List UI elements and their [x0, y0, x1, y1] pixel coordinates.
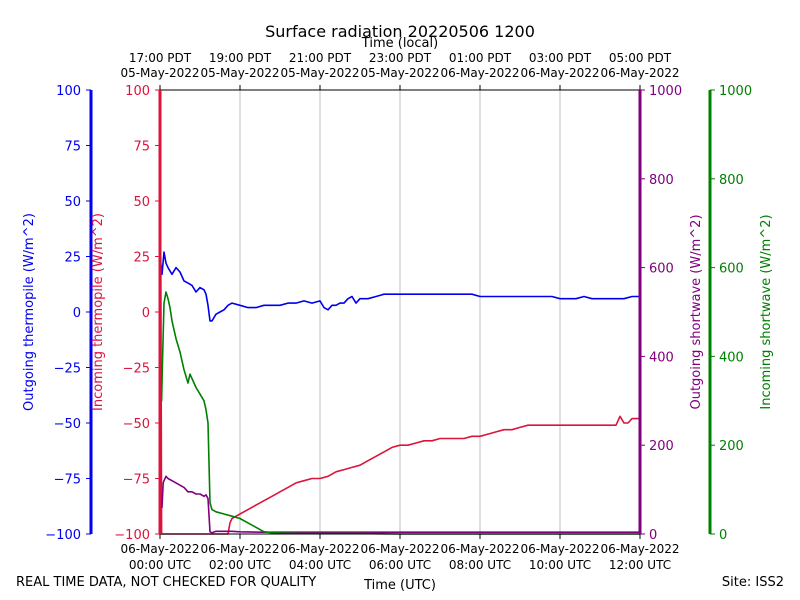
x-tick-date-label: 06-May-2022: [200, 542, 279, 556]
top-tick-date-label: 05-May-2022: [120, 66, 199, 80]
top-tick-time-label: 17:00 PDT: [129, 51, 192, 65]
y-tick-label: 0: [73, 306, 81, 321]
top-tick-date-label: 05-May-2022: [200, 66, 279, 80]
y-tick-label: 200: [719, 439, 744, 454]
x-tick-time-label: 02:00 UTC: [209, 558, 271, 572]
x-tick-date-label: 06-May-2022: [520, 542, 599, 556]
y-tick-label: −100: [45, 528, 81, 543]
y-tick-label: −75: [54, 473, 81, 488]
y-tick-label: 600: [649, 262, 674, 277]
outgoing_shortwave-axis: 0 200 400 600 800 1000 Outgoing shortwave (W/m…: [638, 84, 704, 543]
y-tick-label: 75: [133, 140, 150, 155]
x-tick-time-label: 04:00 UTC: [289, 558, 351, 572]
incoming_shortwave-axis: 0 200 400 600 800 1000 Incoming shortwave (W/m…: [708, 84, 774, 543]
x-tick-date-label: 06-May-2022: [120, 542, 199, 556]
top-tick-time-label: 19:00 PDT: [209, 51, 272, 65]
incoming_thermopile-axis-label: Incoming thermopile (W/m^2): [91, 213, 106, 411]
top-tick-date-label: 06-May-2022: [600, 66, 679, 80]
top-tick-date-label: 05-May-2022: [360, 66, 439, 80]
chart-title: Surface radiation 20220506 1200: [265, 22, 535, 41]
y-tick-label: 800: [719, 173, 744, 188]
quality-disclaimer: REAL TIME DATA, NOT CHECKED FOR QUALITY: [16, 575, 317, 590]
site-label: Site: ISS2: [721, 575, 784, 590]
y-tick-label: −25: [123, 362, 150, 377]
top-tick-time-label: 21:00 PDT: [289, 51, 352, 65]
grid-lines: [239, 90, 561, 534]
y-tick-label: −75: [123, 473, 150, 488]
y-tick-label: 25: [64, 251, 81, 266]
incoming_thermopile-axis: −100 −75 −50 −25 0 25 50 75 100 Incoming thermopi…: [91, 84, 162, 543]
x-tick-date-label: 06-May-2022: [280, 542, 359, 556]
top-tick-time-label: 23:00 PDT: [369, 51, 432, 65]
x-tick-time-label: 10:00 UTC: [529, 558, 591, 572]
y-tick-label: 0: [649, 528, 657, 543]
outgoing_thermopile-axis-label: Outgoing thermopile (W/m^2): [22, 213, 37, 411]
x-axis-label: Time (UTC): [363, 578, 436, 593]
y-tick-label: 1000: [719, 84, 752, 99]
top-tick-time-label: 01:00 PDT: [449, 51, 512, 65]
outgoing_thermopile-axis: −100 −75 −50 −25 0 25 50 75 100 Outgoing thermopi…: [22, 84, 93, 543]
x-ticks: 06-May-2022 00:00 UTC 06-May-2022 02:00 UTC…: [120, 51, 679, 572]
y-tick-label: −50: [54, 417, 81, 432]
x-tick-time-label: 00:00 UTC: [129, 558, 191, 572]
top-tick-date-label: 06-May-2022: [520, 66, 599, 80]
y-tick-label: 100: [56, 84, 81, 99]
y-tick-label: 800: [649, 173, 674, 188]
x-tick-time-label: 08:00 UTC: [449, 558, 511, 572]
y-tick-label: 600: [719, 262, 744, 277]
y-tick-label: −50: [123, 417, 150, 432]
y-tick-label: 400: [649, 350, 674, 365]
outgoing_thermopile-line: [159, 251, 640, 322]
top-tick-date-label: 05-May-2022: [280, 66, 359, 80]
y-tick-label: −100: [114, 528, 150, 543]
y-tick-label: 1000: [649, 84, 682, 99]
y-tick-label: 50: [64, 195, 81, 210]
top-axis-label: Time (local): [361, 36, 438, 51]
y-tick-label: −25: [54, 362, 81, 377]
outgoing_shortwave-line: [159, 475, 640, 534]
y-tick-label: 25: [133, 251, 150, 266]
y-tick-label: 50: [133, 195, 150, 210]
incoming_thermopile-line: [159, 255, 640, 535]
y-tick-label: 200: [649, 439, 674, 454]
x-tick-date-label: 06-May-2022: [440, 542, 519, 556]
x-tick-time-label: 12:00 UTC: [609, 558, 671, 572]
x-tick-time-label: 06:00 UTC: [369, 558, 431, 572]
outgoing_shortwave-axis-label: Outgoing shortwave (W/m^2): [689, 214, 704, 409]
y-tick-label: 400: [719, 350, 744, 365]
incoming_shortwave-axis-label: Incoming shortwave (W/m^2): [759, 214, 774, 409]
x-tick-date-label: 06-May-2022: [360, 542, 439, 556]
y-tick-label: 100: [125, 84, 150, 99]
top-tick-date-label: 06-May-2022: [440, 66, 519, 80]
y-tick-label: 0: [719, 528, 727, 543]
x-tick-date-label: 06-May-2022: [600, 542, 679, 556]
y-tick-label: 0: [142, 306, 150, 321]
top-tick-time-label: 05:00 PDT: [609, 51, 672, 65]
top-tick-time-label: 03:00 PDT: [529, 51, 592, 65]
y-tick-label: 75: [64, 140, 81, 155]
axes: −100 −75 −50 −25 0 25 50 75 100 Outgoing thermopi…: [22, 84, 774, 543]
